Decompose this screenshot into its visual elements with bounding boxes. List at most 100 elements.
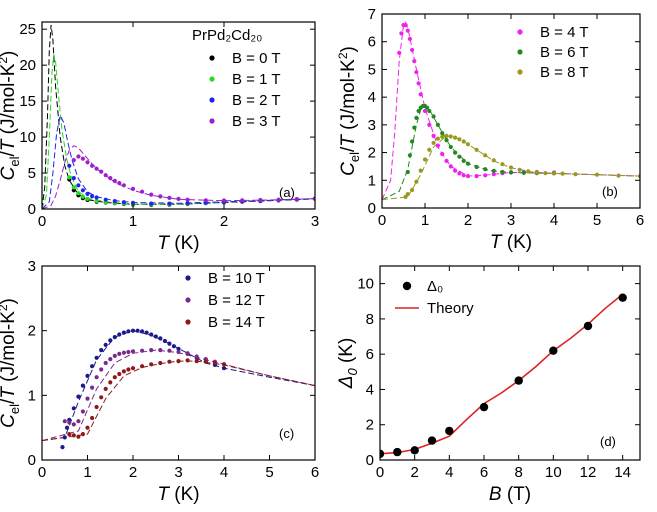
data-point — [465, 174, 471, 179]
y-axis-unit: (J/mol-K — [0, 63, 19, 139]
data-point — [117, 181, 122, 186]
data-point — [543, 171, 548, 176]
legend-marker — [185, 319, 191, 325]
x-axis-unit: (K) — [169, 233, 200, 254]
data-point — [221, 362, 227, 367]
x-tick-label: 2 — [129, 464, 137, 481]
data-point — [448, 134, 453, 139]
y-tick-label: 6 — [368, 34, 376, 51]
y-axis-sup: 2 — [0, 304, 10, 311]
y-axis-label: Cel/T (J/mol-K2) — [0, 51, 22, 181]
x-axis-var: T — [490, 232, 503, 253]
data-point — [583, 321, 593, 331]
data-point — [445, 426, 454, 436]
x-axis-unit: (K) — [502, 232, 533, 253]
data-point — [90, 163, 95, 168]
data-point — [158, 348, 163, 353]
data-point — [167, 348, 172, 353]
data-point — [194, 354, 199, 359]
y-axis-var: Δ — [336, 376, 357, 390]
data-point — [465, 142, 471, 147]
legend-label: B = 1 T — [232, 71, 281, 88]
y-axis-sub: el — [7, 156, 22, 166]
data-point — [431, 133, 436, 138]
x-tick-label: 0 — [38, 213, 46, 230]
legend-label: Δ₀ — [427, 278, 443, 295]
data-point — [99, 367, 104, 372]
data-point — [258, 197, 263, 203]
y-tick-label: 4 — [366, 381, 374, 398]
data-point — [108, 380, 113, 385]
legend-label: B = 3 T — [232, 113, 281, 130]
data-point — [60, 445, 65, 450]
data-point — [149, 201, 154, 206]
data-point — [126, 367, 131, 372]
legend-label: B = 14 T — [208, 314, 265, 331]
x-tick-label: 2 — [464, 212, 472, 229]
data-point — [167, 359, 172, 364]
y-tick-label: 0 — [368, 200, 376, 217]
x-tick-label: 0 — [38, 464, 46, 481]
y-axis-var2: T — [0, 138, 19, 151]
y-tick-label: 0 — [28, 201, 36, 218]
data-point — [549, 346, 558, 355]
y-tick-label: 6 — [366, 346, 374, 363]
x-tick-label: 5 — [265, 464, 273, 481]
data-point — [62, 435, 67, 440]
x-axis-var: B — [489, 484, 502, 505]
x-axis-label: B (T) — [489, 484, 531, 505]
data-point — [534, 170, 539, 175]
data-point — [465, 161, 471, 166]
y-tick-label: 2 — [366, 417, 374, 434]
theory-line — [380, 293, 624, 455]
legend-marker — [402, 281, 412, 291]
data-point — [90, 364, 95, 369]
data-point — [76, 419, 81, 424]
x-axis-unit: (K) — [169, 484, 200, 505]
data-point — [162, 338, 167, 344]
data-point — [410, 446, 419, 455]
x-tick-label: 3 — [507, 212, 515, 229]
data-point — [99, 348, 104, 353]
legend-marker — [185, 275, 191, 281]
y-axis-sub: 0 — [345, 368, 360, 376]
data-point — [108, 176, 113, 181]
data-point — [185, 351, 190, 356]
data-point — [80, 409, 85, 414]
data-point — [108, 357, 113, 362]
x-axis-label: T (K) — [157, 233, 199, 254]
compound-label: PrPd₂Cd₂₀ — [192, 27, 262, 44]
data-point — [103, 360, 108, 366]
data-point — [171, 344, 176, 349]
data-point — [94, 195, 99, 200]
x-tick-label: 5 — [593, 212, 601, 229]
data-point — [71, 433, 76, 438]
y-tick-label: 4 — [368, 89, 376, 106]
data-point — [140, 364, 145, 369]
x-tick-label: 2 — [220, 213, 228, 230]
data-point — [444, 133, 449, 138]
data-point — [153, 334, 158, 339]
data-point — [412, 125, 417, 130]
data-point — [440, 151, 445, 157]
data-point — [112, 335, 117, 340]
data-point — [103, 173, 108, 178]
data-point — [412, 59, 417, 64]
data-point — [76, 191, 81, 196]
y-tick-label: 20 — [19, 57, 36, 74]
data-point — [474, 174, 479, 179]
data-point — [448, 164, 453, 169]
data-point — [416, 81, 421, 86]
data-point — [67, 163, 72, 168]
data-point — [167, 195, 172, 200]
y-axis-unit: (J/mol-K — [0, 311, 19, 387]
data-point — [435, 136, 440, 141]
data-point — [399, 31, 404, 36]
y-tick-label: 5 — [28, 165, 36, 182]
data-point — [149, 348, 154, 353]
data-point — [483, 173, 488, 178]
data-point — [418, 168, 423, 173]
panel-label: (a) — [279, 185, 295, 200]
